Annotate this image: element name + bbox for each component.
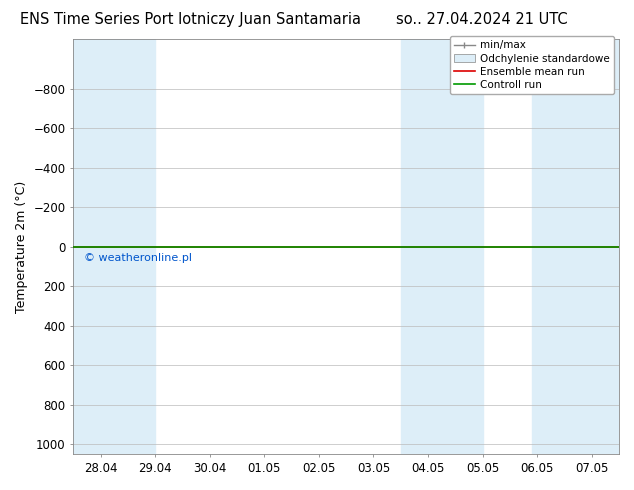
- Legend: min/max, Odchylenie standardowe, Ensemble mean run, Controll run: min/max, Odchylenie standardowe, Ensembl…: [450, 36, 614, 94]
- Text: ENS Time Series Port lotniczy Juan Santamaria: ENS Time Series Port lotniczy Juan Santa…: [20, 12, 361, 27]
- Bar: [401, 39, 482, 454]
- Bar: [74, 39, 155, 454]
- Y-axis label: Temperature 2m (°C): Temperature 2m (°C): [15, 181, 28, 313]
- Text: © weatheronline.pl: © weatheronline.pl: [84, 253, 192, 263]
- Bar: [532, 39, 634, 454]
- Text: so.. 27.04.2024 21 UTC: so.. 27.04.2024 21 UTC: [396, 12, 567, 27]
